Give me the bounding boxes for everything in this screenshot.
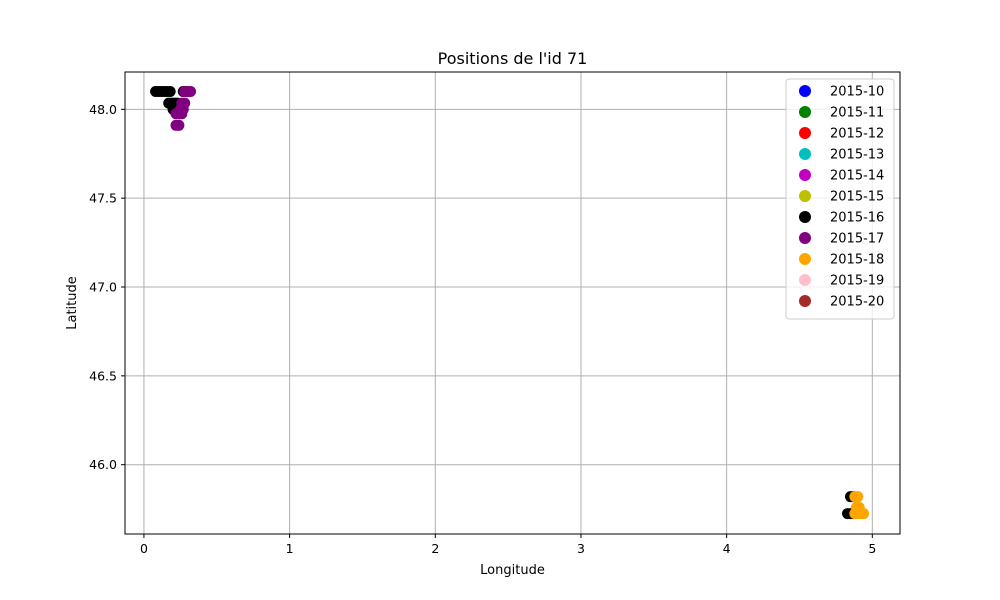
legend-box — [785, 78, 895, 320]
axis-ticks: 0 1 2 3 4 5 46.0 46.5 47.0 47.5 48.0 — [89, 102, 876, 556]
legend-marker — [799, 232, 811, 244]
legend-label: 2015-17 — [830, 232, 884, 247]
legend-marker — [799, 211, 811, 223]
legend-marker — [799, 253, 811, 265]
x-tick-label: 2 — [431, 541, 439, 556]
y-tick-label: 47.0 — [89, 280, 117, 295]
x-axis-label: Longitude — [480, 563, 545, 578]
legend-marker — [799, 190, 811, 202]
y-tick-label: 46.5 — [89, 368, 117, 383]
legend-label: 2015-10 — [830, 85, 884, 100]
y-tick-label: 46.0 — [89, 457, 117, 472]
legend-label: 2015-19 — [830, 274, 884, 289]
plot-frame — [124, 71, 901, 535]
legend-label: 2015-14 — [830, 169, 884, 184]
data-point — [858, 508, 870, 520]
data-point — [176, 108, 188, 120]
legend-marker — [799, 127, 811, 139]
legend-marker — [799, 274, 811, 286]
legend-label: 2015-16 — [830, 211, 884, 226]
y-tick-label: 48.0 — [89, 102, 117, 117]
plot-area — [125, 72, 900, 534]
data-point — [185, 86, 197, 98]
legend-marker — [799, 85, 811, 97]
legend-label: 2015-13 — [830, 148, 884, 163]
legend-label: 2015-12 — [830, 127, 884, 142]
x-tick-label: 5 — [868, 541, 876, 556]
x-tick-label: 1 — [286, 541, 294, 556]
x-tick-label: 3 — [577, 541, 585, 556]
legend-marker — [799, 295, 811, 307]
legend-marker — [799, 148, 811, 160]
y-axis-label: Latitude — [65, 276, 80, 330]
data-point — [173, 119, 185, 131]
data-points — [150, 86, 870, 520]
legend-marker — [799, 169, 811, 181]
x-tick-label: 0 — [140, 541, 148, 556]
data-point — [852, 491, 864, 503]
legend: 2015-10 2015-11 2015-12 2015-13 2015-14 2015-… — [785, 78, 895, 320]
legend-label: 2015-18 — [830, 253, 884, 268]
y-tick-label: 47.5 — [89, 191, 117, 206]
legend-marker — [799, 106, 811, 118]
legend-label: 2015-15 — [830, 190, 884, 205]
chart-title: Positions de l'id 71 — [438, 49, 588, 68]
data-point — [164, 86, 176, 98]
x-tick-label: 4 — [723, 541, 731, 556]
legend-label: 2015-11 — [830, 106, 884, 121]
legend-label: 2015-20 — [830, 295, 884, 310]
